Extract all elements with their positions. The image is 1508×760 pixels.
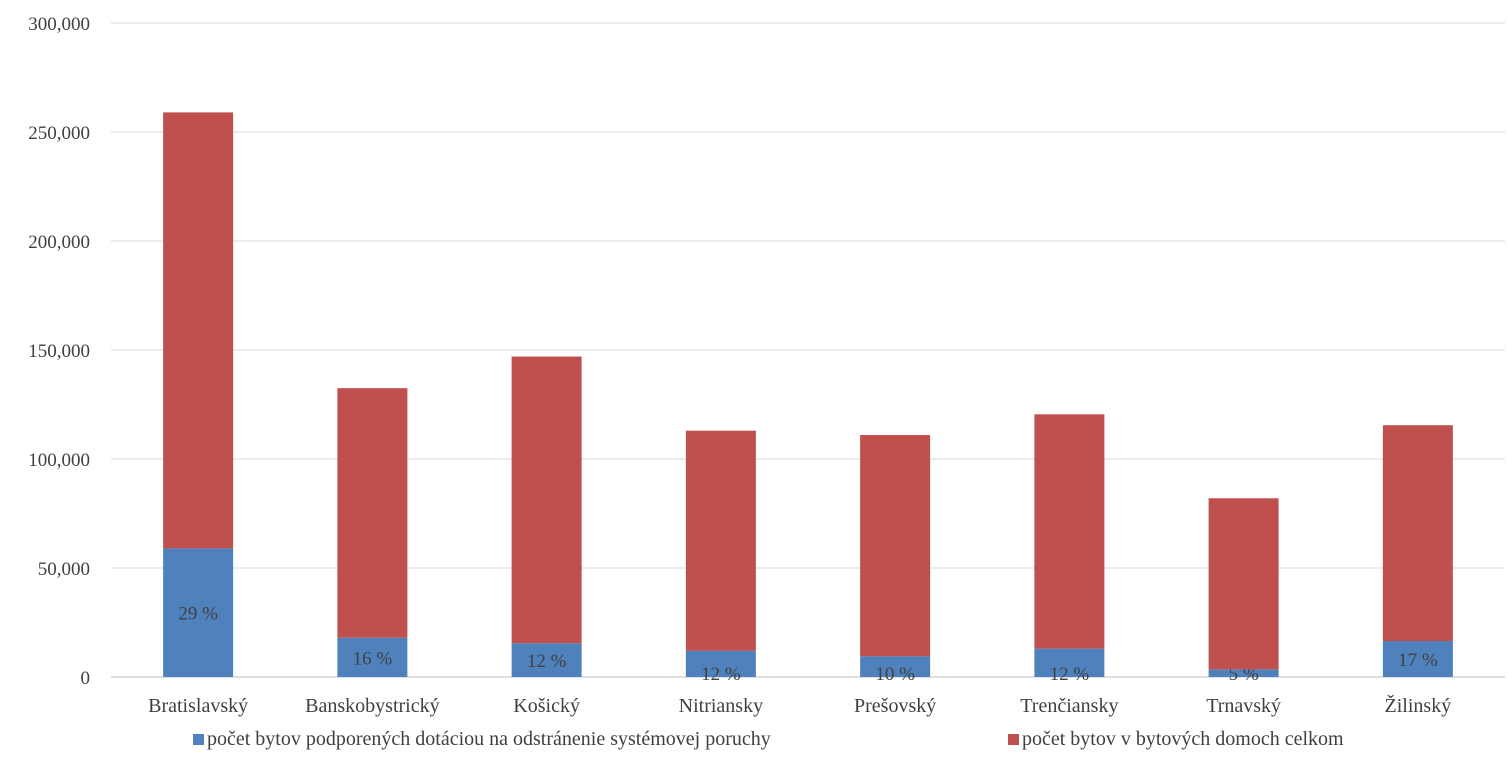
x-category-label: Nitriansky	[679, 695, 763, 717]
legend-swatch-blue	[193, 734, 204, 745]
data-label: 12 %	[1050, 664, 1090, 685]
y-tick-label: 150,000	[28, 341, 90, 362]
x-category-label: Žilinský	[1385, 694, 1452, 717]
data-label: 10 %	[875, 664, 915, 685]
bar-supported	[1208, 669, 1279, 677]
y-tick-label: 250,000	[28, 123, 90, 144]
data-label: 12 %	[701, 664, 741, 685]
bar-total	[337, 388, 408, 638]
data-label: 17 %	[1398, 650, 1438, 671]
x-category-label: Trnavský	[1206, 695, 1281, 717]
bar-total	[860, 435, 931, 657]
bar-total	[511, 356, 582, 644]
bar-supported	[511, 643, 582, 677]
legend: počet bytov podporených dotáciou na odst…	[0, 728, 1508, 756]
legend-swatch-red	[1008, 734, 1019, 745]
data-label: 16 %	[353, 648, 393, 669]
y-tick-label: 0	[81, 668, 91, 689]
legend-item-total: počet bytov v bytových domoch celkom	[1008, 728, 1344, 751]
bar-supported	[1034, 648, 1105, 677]
y-tick-label: 200,000	[28, 232, 90, 253]
bar-supported	[685, 650, 756, 677]
bar-total	[1382, 425, 1453, 642]
x-category-label: Trenčiansky	[1020, 695, 1118, 717]
legend-label-supported: počet bytov podporených dotáciou na odst…	[207, 728, 771, 750]
x-category-label: Prešovský	[854, 695, 936, 717]
bar-supported	[860, 656, 931, 677]
bar-supported	[163, 548, 234, 677]
bar-total	[1208, 498, 1279, 670]
legend-item-supported: počet bytov podporených dotáciou na odst…	[193, 728, 771, 751]
bar-total	[1034, 414, 1105, 649]
bar-total	[163, 112, 234, 549]
bar-supported	[1382, 641, 1453, 677]
legend-label-total: počet bytov v bytových domoch celkom	[1022, 728, 1344, 750]
y-tick-label: 300,000	[28, 14, 90, 35]
data-label: 12 %	[527, 651, 567, 672]
bar-supported	[337, 637, 408, 677]
x-category-label: Banskobystrický	[305, 695, 439, 717]
y-tick-label: 100,000	[28, 450, 90, 471]
x-category-label: Košický	[513, 695, 580, 717]
y-tick-label: 50,000	[38, 559, 90, 580]
data-label: 29 %	[178, 604, 218, 625]
bar-total	[685, 430, 756, 651]
x-category-label: Bratislavský	[148, 695, 248, 717]
